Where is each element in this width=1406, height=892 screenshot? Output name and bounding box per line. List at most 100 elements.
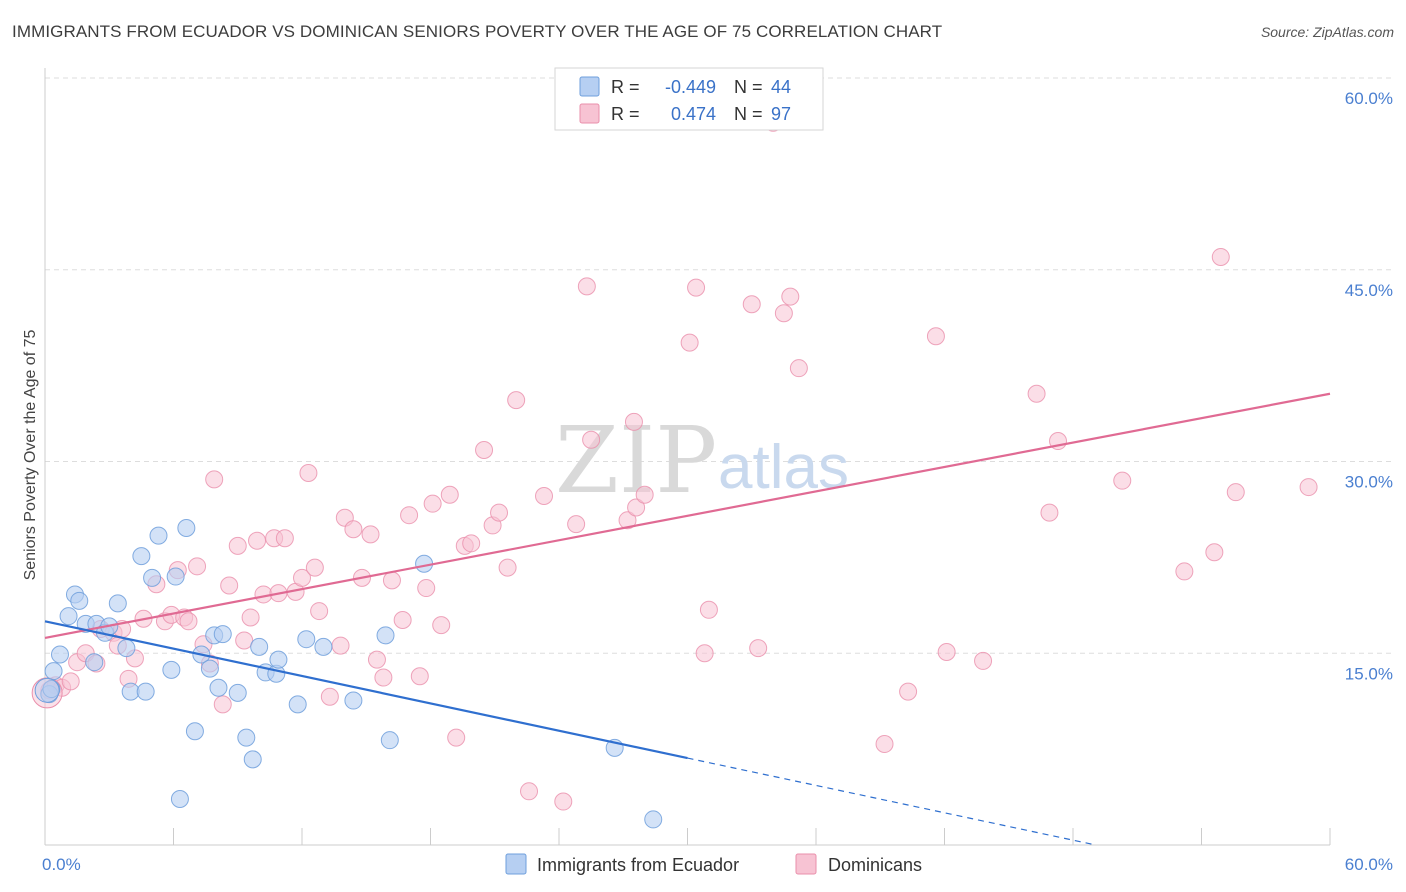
- ecuador-point: [213, 625, 232, 644]
- dominicans-point: [331, 636, 350, 655]
- dominicans-point: [567, 515, 586, 534]
- dominicans-point: [205, 470, 224, 489]
- dominicans-point: [1027, 384, 1046, 403]
- legend-swatch-dominicans: [579, 103, 600, 124]
- y-tick-label: 30.0%: [1345, 473, 1393, 492]
- legend-n-label-dominicans: N =: [734, 104, 763, 124]
- ecuador-point: [149, 526, 168, 545]
- y-tick-labels: 15.0% 30.0% 45.0% 60.0%: [1345, 89, 1393, 683]
- dominicans-point: [361, 525, 380, 544]
- dominicans-point: [577, 277, 596, 296]
- dominicans-point: [367, 650, 386, 669]
- y-axis-label: Seniors Poverty Over the Age of 75: [22, 330, 39, 581]
- ecuador-point: [170, 789, 189, 808]
- bottom-legend-swatch-ecuador: [505, 853, 527, 875]
- x-tick-label-max: 60.0%: [1345, 855, 1393, 874]
- axes: [44, 68, 1331, 846]
- dominicans-point: [1226, 483, 1245, 502]
- correlation-legend: R = -0.449 N = 44 R = 0.474 N = 97: [554, 67, 824, 131]
- ecuador-point: [250, 637, 269, 656]
- dominicans-point: [293, 568, 311, 587]
- legend-n-label-ecuador: N =: [734, 77, 763, 97]
- dominicans-point: [188, 557, 207, 576]
- dominicans-trend-line: [44, 392, 1331, 639]
- legend-box: [554, 67, 824, 131]
- ecuador-point: [121, 682, 140, 701]
- series-legend: Immigrants from Ecuador Dominicans: [505, 853, 922, 875]
- ecuador-point: [644, 810, 663, 829]
- dominicans-point: [400, 506, 419, 525]
- y-tick-label: 15.0%: [1345, 664, 1393, 683]
- ecuador-point: [59, 607, 78, 626]
- ecuador-point: [376, 626, 395, 645]
- ecuador-point: [70, 591, 89, 610]
- dominicans-point: [1299, 478, 1318, 497]
- ecuador-point: [85, 653, 104, 672]
- dominicans-point: [374, 668, 393, 687]
- ecuador-point: [288, 695, 307, 714]
- dominicans-point: [742, 295, 761, 314]
- dominicans-point: [1205, 543, 1224, 562]
- dominicans-point: [749, 639, 768, 658]
- dominicans-point: [310, 602, 329, 621]
- dominicans-point: [344, 520, 363, 539]
- ecuador-point: [132, 547, 151, 566]
- bottom-legend-label-dominicans: Dominicans: [828, 855, 922, 875]
- dominicans-point: [695, 644, 714, 663]
- dominicans-point: [320, 687, 339, 706]
- dominicans-point: [1113, 471, 1132, 490]
- dominicans-point: [275, 529, 294, 548]
- legend-n-value-dominicans: 97: [771, 104, 791, 124]
- dominicans-point: [423, 494, 442, 513]
- dominicans-point: [535, 487, 554, 506]
- ecuador-point: [177, 518, 196, 537]
- legend-r-value-ecuador: -0.449: [665, 77, 716, 97]
- ecuador-point: [243, 750, 262, 769]
- ecuador-point: [185, 722, 204, 741]
- dominicans-point: [1040, 503, 1059, 522]
- ecuador-point: [344, 691, 363, 710]
- y-tick-label: 45.0%: [1345, 281, 1393, 300]
- dominicans-point: [61, 672, 80, 691]
- watermark: ZIP atlas: [555, 407, 849, 514]
- dominicans-point: [520, 782, 539, 801]
- dominicans-point: [235, 631, 254, 650]
- ecuador-point: [314, 637, 333, 656]
- ecuador-point: [162, 660, 181, 679]
- ecuador-point: [237, 728, 256, 747]
- legend-r-label-ecuador: R =: [611, 77, 640, 97]
- ecuador-point: [228, 683, 247, 702]
- dominicans-point: [554, 792, 573, 811]
- dominicans-point: [1175, 562, 1194, 581]
- dominicans-point: [498, 558, 517, 577]
- dominicans-point: [618, 511, 637, 530]
- dominicans-point: [627, 498, 646, 517]
- legend-n-value-ecuador: 44: [771, 77, 791, 97]
- dominicans-point: [228, 536, 247, 555]
- legend-swatch-ecuador: [579, 76, 600, 97]
- dominicans-point: [382, 571, 401, 590]
- dominicans-point: [624, 412, 643, 431]
- ecuador-point: [117, 639, 136, 658]
- dominicans-point: [241, 608, 260, 627]
- ecuador-trend-extension: [687, 757, 1096, 846]
- dominicans-point: [410, 667, 429, 686]
- watermark-atlas: atlas: [718, 433, 849, 502]
- ecuador-point: [166, 567, 185, 586]
- dominicans-point: [699, 600, 718, 619]
- dominicans-point: [248, 531, 267, 550]
- ecuador-point: [380, 731, 399, 750]
- y-tick-label: 60.0%: [1345, 89, 1393, 108]
- ecuador-point-large: [34, 677, 60, 703]
- ecuador-point: [50, 645, 69, 664]
- dominicans-point: [582, 430, 601, 449]
- ecuador-point: [297, 630, 316, 649]
- dominicans-point: [789, 359, 808, 378]
- dominicans-point: [507, 391, 526, 410]
- legend-r-value-dominicans: 0.474: [671, 104, 716, 124]
- legend-r-label-dominicans: R =: [611, 104, 640, 124]
- dominicans-point: [774, 304, 793, 323]
- dominicans-point: [937, 642, 956, 661]
- dominicans-point: [974, 651, 993, 670]
- trend-lines: [44, 392, 1331, 846]
